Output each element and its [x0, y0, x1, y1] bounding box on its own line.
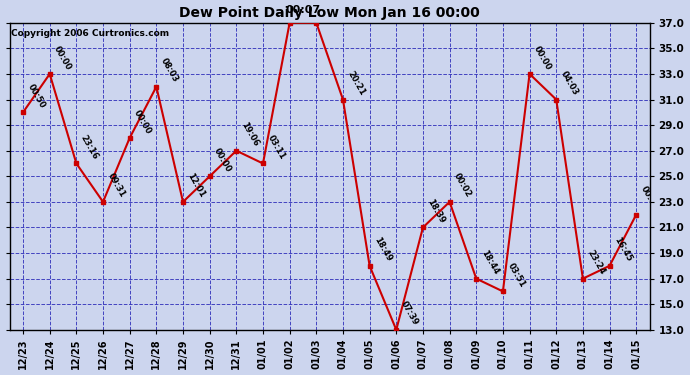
Text: 09:31: 09:31	[106, 172, 127, 199]
Text: 18:49: 18:49	[373, 236, 393, 263]
Text: 23:16: 23:16	[79, 133, 100, 161]
Text: 00:02: 00:02	[452, 172, 473, 199]
Text: 07:39: 07:39	[399, 300, 420, 327]
Text: 19:06: 19:06	[239, 121, 260, 148]
Text: 16:45: 16:45	[612, 236, 633, 263]
Title: Dew Point Daily Low Mon Jan 16 00:00: Dew Point Daily Low Mon Jan 16 00:00	[179, 6, 480, 20]
Text: 03:51: 03:51	[506, 261, 526, 289]
Text: 23:24: 23:24	[586, 248, 607, 276]
Text: 00:00: 00:00	[639, 185, 660, 212]
Text: 00:00: 00:00	[132, 108, 153, 135]
Text: 04:03: 04:03	[559, 69, 580, 97]
Text: Copyright 2006 Curtronics.com: Copyright 2006 Curtronics.com	[11, 29, 169, 38]
Text: 00:50: 00:50	[26, 82, 47, 110]
Text: 20:21: 20:21	[346, 69, 367, 97]
Text: 18:41: 18:41	[293, 0, 313, 20]
Text: 00:00: 00:00	[52, 44, 73, 71]
Text: 00:00: 00:00	[213, 146, 233, 174]
Text: 08:03: 08:03	[159, 57, 180, 84]
Text: 12:01: 12:01	[186, 172, 207, 199]
Text: 00:00: 00:00	[532, 44, 553, 71]
Text: 18:39: 18:39	[426, 198, 446, 225]
Text: 00:07: 00:07	[286, 5, 321, 15]
Text: 03:11: 03:11	[266, 134, 287, 161]
Text: 18:44: 18:44	[479, 248, 500, 276]
